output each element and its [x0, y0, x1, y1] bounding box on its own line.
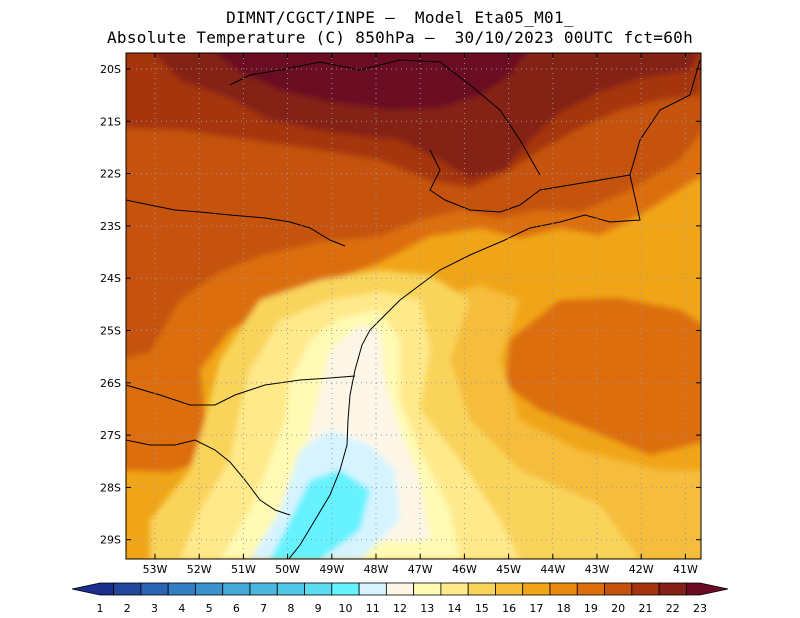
lon-label: 44W: [540, 563, 565, 576]
colorbar-swatch: [604, 582, 633, 596]
colorbar-swatch: [440, 582, 469, 596]
lat-label: 25S: [100, 325, 121, 338]
colorbar-label: 10: [338, 602, 352, 615]
border-states-north: [126, 199, 346, 247]
colorbar-label: 23: [693, 602, 707, 615]
colorbar-arrow-right: [685, 582, 729, 596]
colorbar-label: 11: [366, 602, 380, 615]
colorbar-label: 4: [178, 602, 185, 615]
colorbar-swatch: [195, 582, 224, 596]
lat-label: 26S: [100, 377, 121, 390]
colorbar-swatch: [358, 582, 387, 596]
colorbar-swatch: [140, 582, 169, 596]
lat-label: 21S: [100, 115, 121, 128]
colorbar-swatch: [576, 582, 605, 596]
colorbar-swatch: [549, 582, 578, 596]
colorbar-label: 22: [666, 602, 680, 615]
colorbar-swatch: [631, 582, 660, 596]
lon-label: 42W: [629, 563, 654, 576]
colorbar-label: 6: [233, 602, 240, 615]
lat-label: 29S: [100, 534, 121, 547]
colorbar-label: 1: [97, 602, 104, 615]
lon-label: 51W: [231, 563, 256, 576]
lon-label: 52W: [187, 563, 212, 576]
lat-label: 23S: [100, 220, 121, 233]
lon-label: 53W: [143, 563, 168, 576]
colorbar-swatch: [658, 582, 687, 596]
colorbar-swatch: [413, 582, 442, 596]
map-frame: [125, 52, 702, 560]
figure-subtitle: Absolute Temperature (C) 850hPa – 30/10/…: [106, 28, 694, 47]
colorbar-swatch: [522, 582, 551, 596]
latitude-axis: 20S 21S 22S 23S 24S 25S 26S 27S 28S 29S: [100, 63, 701, 547]
border-northeast: [429, 149, 631, 213]
lon-label: 41W: [673, 563, 698, 576]
lat-label: 22S: [100, 168, 121, 181]
colorbar-label: 12: [393, 602, 407, 615]
coastline: [288, 59, 701, 559]
isotherm-10: [270, 470, 370, 559]
colorbar-label: 8: [287, 602, 294, 615]
colorbar: 1 2 3 4 5 6 7 8 9 10 11 12 13 14 15 16 17 18 19 20 21 22 23: [71, 582, 729, 615]
colorbar-label: 7: [260, 602, 267, 615]
lon-label: 49W: [319, 563, 344, 576]
colorbar-label: 17: [529, 602, 543, 615]
colorbar-label: 13: [420, 602, 434, 615]
lon-label: 48W: [364, 563, 389, 576]
colorbar-arrow-left: [71, 582, 115, 596]
lat-label: 24S: [100, 272, 121, 285]
colorbar-label: 14: [448, 602, 462, 615]
border-minas: [229, 59, 541, 176]
lat-label: 20S: [100, 63, 121, 76]
colorbar-swatch: [385, 582, 415, 596]
colorbar-label: 15: [475, 602, 489, 615]
lon-label: 50W: [275, 563, 300, 576]
colorbar-label: 3: [151, 602, 158, 615]
coastline-borders: [126, 59, 701, 559]
colorbar-swatch: [113, 582, 142, 596]
colorbar-label: 5: [206, 602, 213, 615]
temperature-map: [126, 53, 701, 559]
colorbar-label: 2: [124, 602, 131, 615]
colorbar-swatch: [167, 582, 196, 596]
colorbar-swatch: [495, 582, 524, 596]
lat-label: 27S: [100, 429, 121, 442]
colorbar-label: 19: [584, 602, 598, 615]
colorbar-swatch: [276, 582, 305, 596]
border-states-mid: [126, 375, 356, 406]
longitude-axis: 53W 52W 51W 50W 49W 48W 47W 46W 45W 44W 43W 42W 41W: [143, 53, 698, 576]
colorbar-label: 20: [611, 602, 625, 615]
colorbar-label: 16: [502, 602, 516, 615]
colorbar-swatch: [331, 582, 360, 596]
colorbar-swatch: [467, 582, 496, 596]
lat-label: 28S: [100, 481, 121, 494]
colorbar-swatch: [222, 582, 251, 596]
figure-title: DIMNT/CGCT/INPE – Model Eta05_M01_: [226, 8, 574, 27]
colorbar-label: 9: [315, 602, 322, 615]
colorbar-swatch: [304, 582, 333, 596]
lon-label: 47W: [408, 563, 433, 576]
colorbar-label: 21: [638, 602, 652, 615]
lon-label: 45W: [496, 563, 521, 576]
border-states-south: [126, 439, 291, 516]
lon-label: 43W: [585, 563, 610, 576]
colorbar-label: 18: [557, 602, 571, 615]
lon-label: 46W: [452, 563, 477, 576]
colorbar-swatch: [249, 582, 278, 596]
map-grid: [126, 53, 701, 559]
warm-blob-east: [505, 298, 701, 455]
